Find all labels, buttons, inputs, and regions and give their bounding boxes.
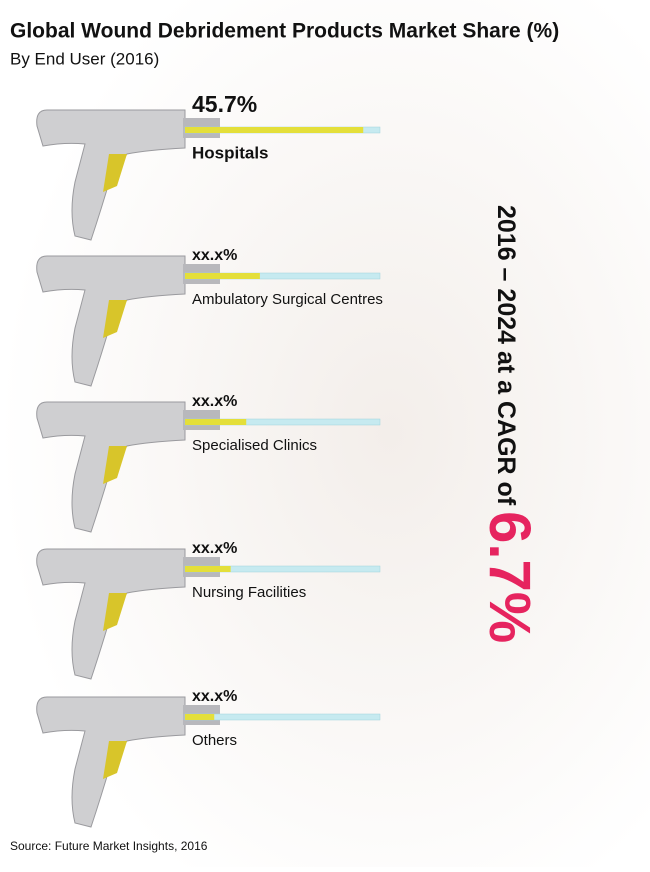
category-label: Others bbox=[192, 732, 237, 749]
category-label: Specialised Clinics bbox=[192, 437, 317, 454]
bar bbox=[185, 566, 231, 572]
bar bbox=[185, 127, 364, 133]
bar bbox=[185, 273, 260, 279]
source: Source: Future Market Insights, 2016 bbox=[10, 839, 208, 853]
category-label: Nursing Facilities bbox=[192, 584, 306, 601]
chart-subtitle: By End User (2016) bbox=[10, 49, 159, 68]
bar bbox=[185, 419, 247, 425]
chart-title: Global Wound Debridement Products Market… bbox=[10, 20, 559, 43]
value-label: xx.x% bbox=[192, 688, 237, 705]
value-label: 45.7% bbox=[192, 91, 257, 117]
value-label: xx.x% bbox=[192, 540, 237, 557]
cagr-value: 6.7% bbox=[477, 511, 542, 643]
value-label: xx.x% bbox=[192, 247, 237, 264]
category-label: Ambulatory Surgical Centres bbox=[192, 291, 383, 308]
cagr-annotation: 2016 – 2024 at a CAGR of 6.7% bbox=[477, 205, 542, 643]
value-label: xx.x% bbox=[192, 393, 237, 410]
bar bbox=[185, 714, 215, 720]
cagr-text: 2016 – 2024 at a CAGR of bbox=[492, 205, 520, 506]
category-label: Hospitals bbox=[192, 143, 269, 162]
